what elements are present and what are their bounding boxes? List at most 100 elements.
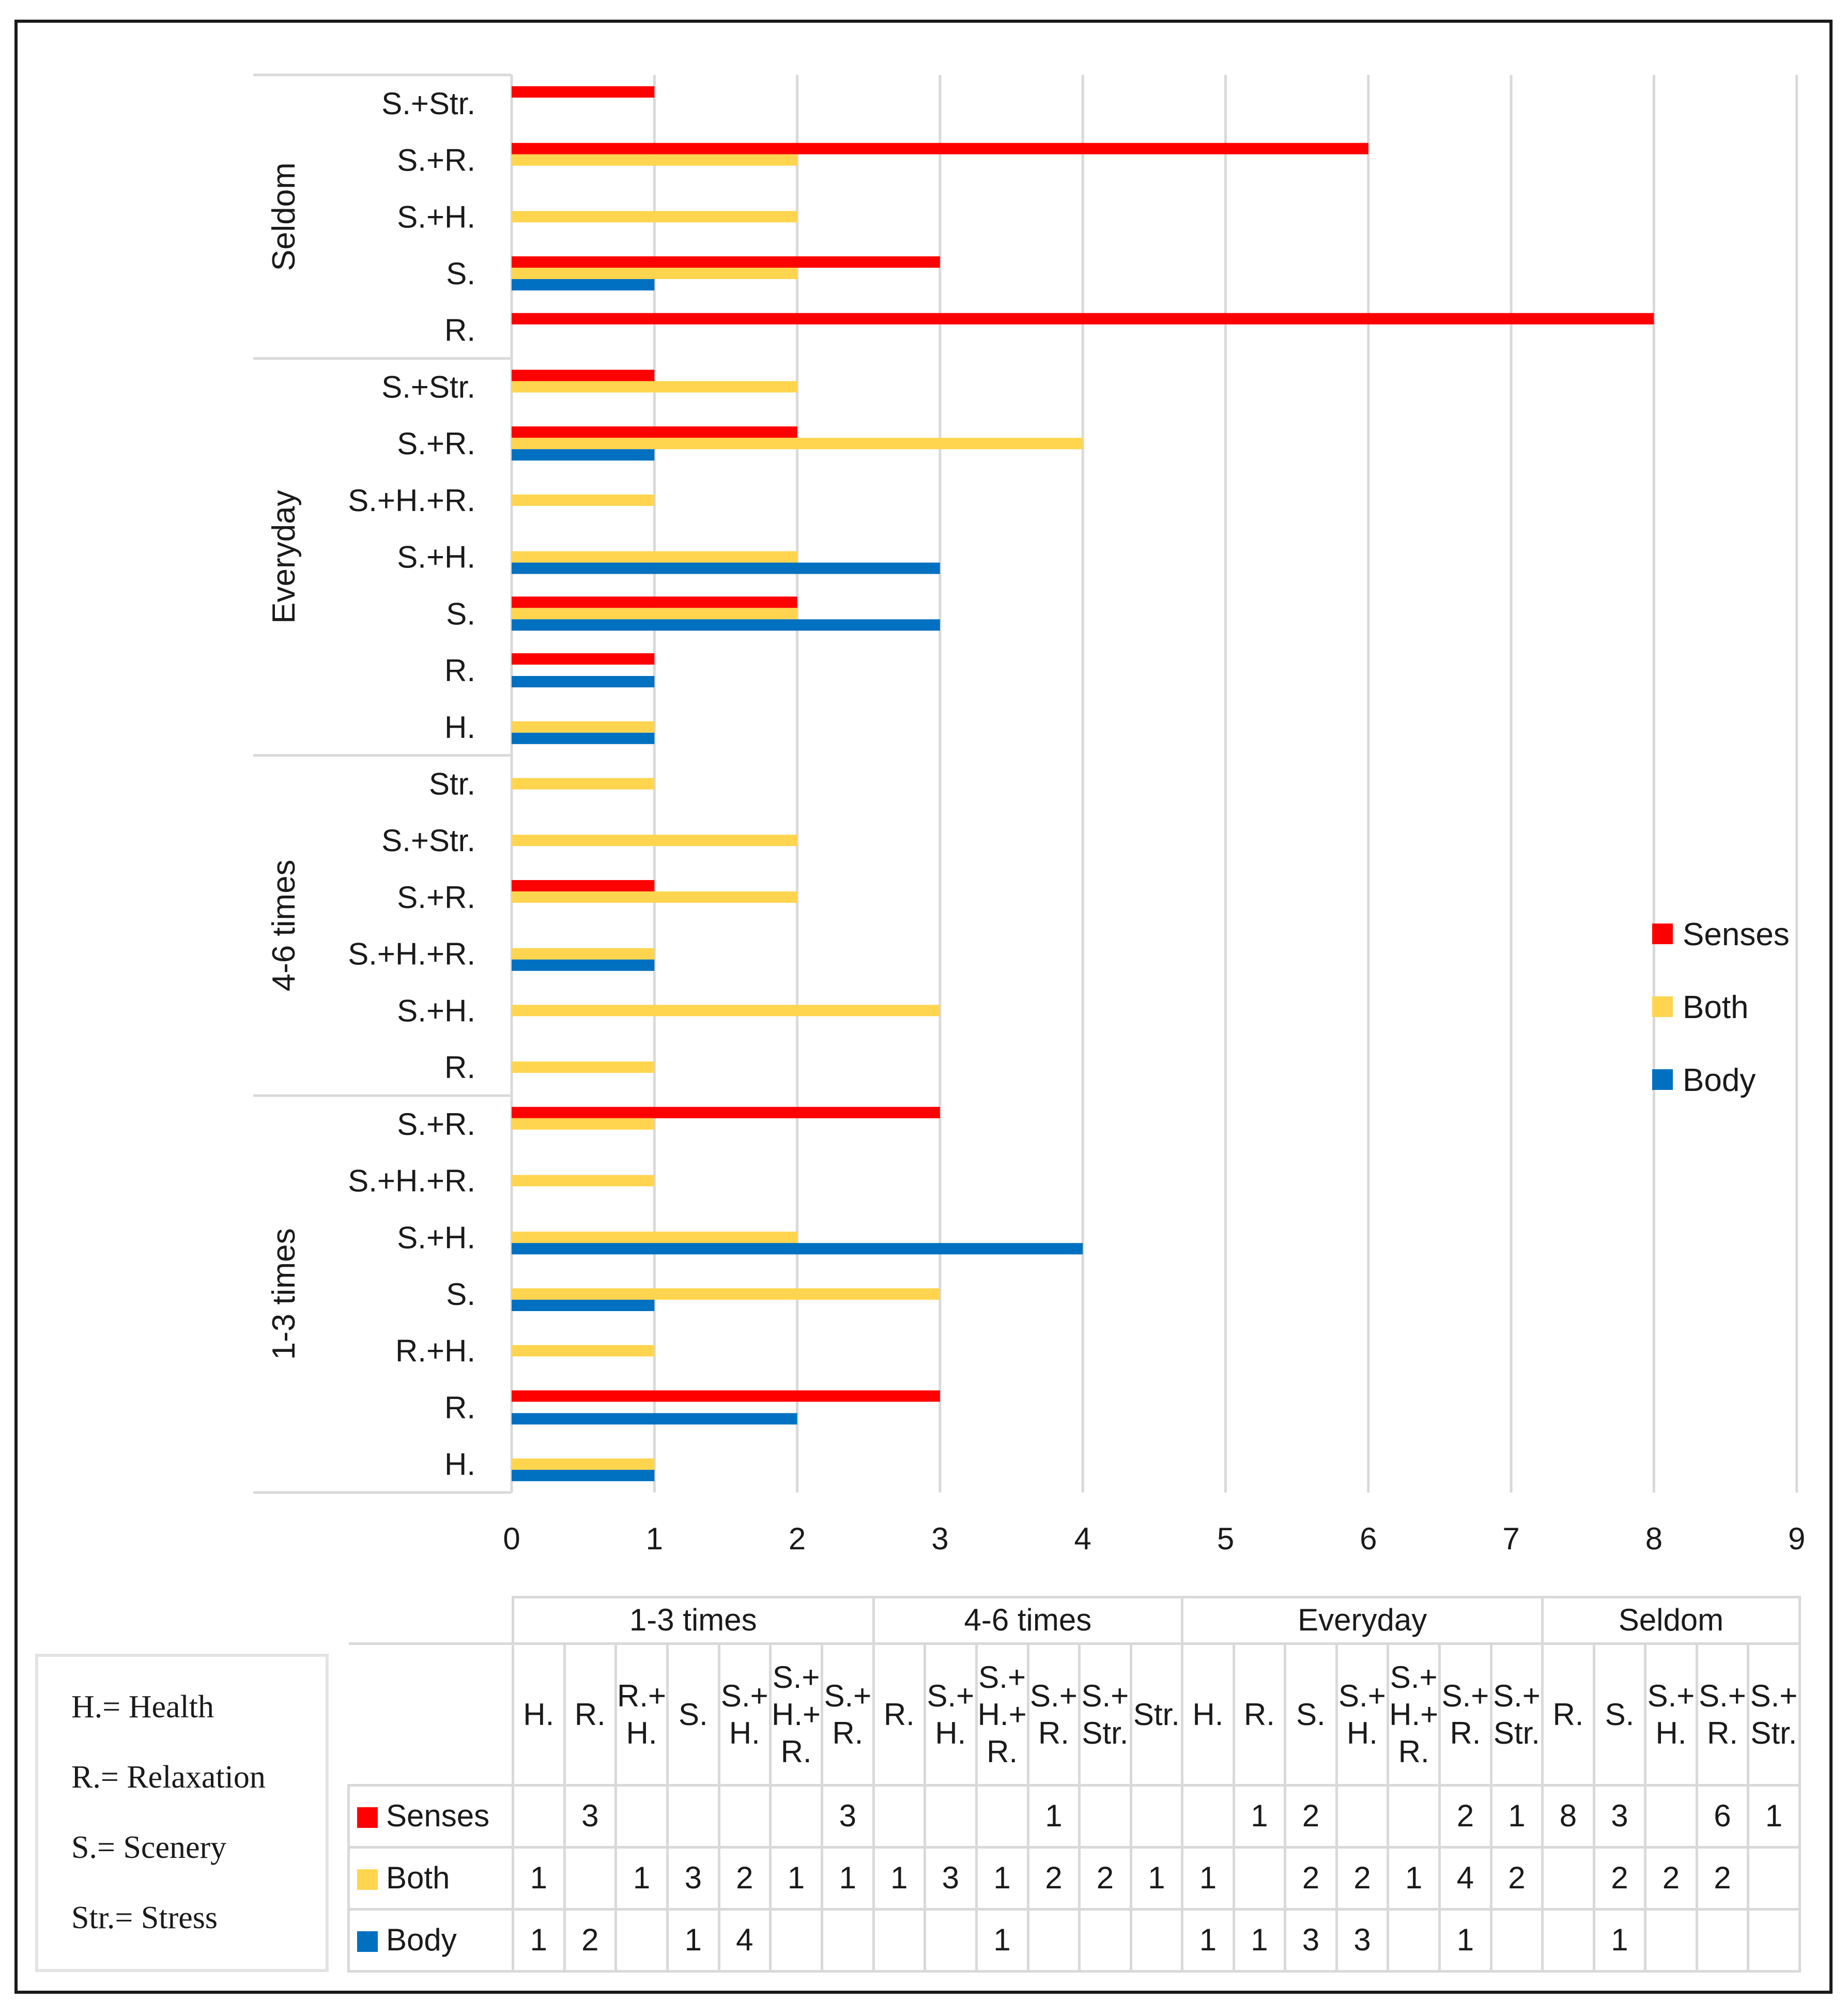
table-category-header: S.+ R.: [1026, 1642, 1081, 1787]
table-corner: [348, 1597, 514, 1645]
table-cell: [1387, 1784, 1441, 1849]
table-category-header: R.+ H.: [614, 1642, 669, 1787]
bar-body: [512, 562, 940, 574]
table-cell: 2: [1695, 1846, 1750, 1911]
table-cell: 2: [717, 1846, 772, 1911]
bar-both: [512, 494, 655, 506]
table-category-header: S.+ R.: [1438, 1642, 1492, 1787]
table-cell: [924, 1908, 978, 1973]
table-cell: 2: [1026, 1846, 1081, 1911]
bar-body: [512, 619, 940, 631]
legend-swatch-both: [1652, 996, 1673, 1017]
table-cell: 1: [1438, 1908, 1492, 1973]
bar-both: [512, 835, 797, 847]
table-category-header: R.: [1541, 1642, 1595, 1787]
category-label: S.+H.+R.: [348, 1164, 475, 1198]
table-category-header: S.+ H.+ R.: [975, 1642, 1029, 1787]
table-group-header: 4-6 times: [872, 1596, 1184, 1645]
table-cell: 1: [666, 1908, 720, 1973]
table-cell: 1: [614, 1846, 669, 1911]
figure-frame: [14, 20, 1833, 1994]
bar-body: [512, 449, 655, 461]
table-cell: 2: [563, 1908, 617, 1973]
x-tick-label: 3: [931, 1521, 948, 1556]
table-category-header: S.: [666, 1642, 720, 1787]
table-cell: 4: [717, 1908, 772, 1973]
table-cell: 1: [512, 1846, 566, 1911]
x-tick-label: 4: [1074, 1521, 1091, 1556]
category-label: S.+R.: [397, 880, 475, 915]
table-category-header: S.: [1592, 1642, 1647, 1787]
legend-swatch-body: [1652, 1069, 1673, 1090]
table-cell: 1: [1489, 1784, 1544, 1849]
bar-both: [512, 721, 655, 733]
category-label: S.: [446, 596, 475, 631]
bar-senses: [512, 653, 655, 665]
bar-both: [512, 1118, 655, 1130]
category-label: R.: [444, 1390, 475, 1425]
table-category-header: S.+ Str.: [1078, 1642, 1132, 1787]
bar-senses: [512, 1390, 940, 1402]
x-tick-label: 8: [1645, 1521, 1663, 1556]
table-cell: [769, 1908, 824, 1973]
bar-senses: [512, 596, 797, 608]
table-category-header: R.: [1232, 1642, 1287, 1787]
category-label: S.+H.: [397, 199, 475, 234]
category-label: S.: [446, 256, 475, 291]
table-swatch-body: [357, 1931, 378, 1952]
bar-body: [512, 1299, 655, 1311]
category-label: R.: [444, 1050, 475, 1085]
table-cell: 1: [1026, 1784, 1081, 1849]
table-cell: 3: [563, 1784, 617, 1849]
table-cell: 1: [1181, 1846, 1235, 1911]
bar-body: [512, 732, 655, 744]
table-cell: 1: [821, 1846, 875, 1911]
category-label: R.: [444, 653, 475, 688]
table-category-header: S.+ H.: [717, 1642, 772, 1787]
table-cell: [924, 1784, 978, 1849]
bar-both: [512, 778, 655, 790]
table-cell: 1: [1232, 1908, 1287, 1973]
x-tick-label: 0: [503, 1521, 520, 1556]
table-cell: [1387, 1908, 1441, 1973]
table-cell: [563, 1846, 617, 1911]
group-label: Seldom: [266, 162, 302, 271]
bar-both: [512, 1288, 940, 1300]
table-category-header: S.+ Str.: [1489, 1642, 1544, 1787]
group-label: Everyday: [266, 490, 302, 623]
category-label: S.+H.: [397, 993, 475, 1028]
bar-both: [512, 1345, 655, 1357]
table-category-header: S.+ R.: [821, 1642, 875, 1787]
table-cell: 8: [1541, 1784, 1595, 1849]
category-label: S.+H.+R.: [348, 483, 475, 518]
bar-both: [512, 154, 797, 166]
table-cell: 1: [512, 1908, 566, 1973]
table-category-header: S.+ H.+ R.: [1387, 1642, 1441, 1787]
table-cell: 2: [1284, 1846, 1338, 1911]
table-category-header: H.: [1181, 1642, 1235, 1787]
bar-senses: [512, 1106, 940, 1118]
table-cell: 1: [975, 1846, 1029, 1911]
table-cell: 2: [1592, 1846, 1647, 1911]
table-category-header: S.: [1284, 1642, 1338, 1787]
bar-body: [512, 676, 655, 688]
category-label: H.: [444, 1447, 475, 1482]
category-label: Str.: [429, 767, 475, 802]
bar-both: [512, 268, 797, 280]
table-cell: 1: [975, 1908, 1029, 1973]
table-cell: [821, 1908, 875, 1973]
table-cell: [975, 1784, 1029, 1849]
table-cell: 3: [666, 1846, 720, 1911]
table-cell: [512, 1784, 566, 1849]
x-tick-label: 9: [1788, 1521, 1805, 1556]
bar-body: [512, 959, 655, 971]
table-cell: [614, 1908, 669, 1973]
abbrev-scenery: S.= Scenery: [71, 1830, 227, 1865]
table-cell: [1129, 1784, 1184, 1849]
table-series-label: Body: [347, 1908, 514, 1973]
abbrev-stress: Str.= Stress: [71, 1900, 218, 1935]
table-category-header: H.: [512, 1642, 566, 1787]
table-cell: [717, 1784, 772, 1849]
bar-both: [512, 1232, 797, 1243]
table-cell: [1129, 1908, 1184, 1973]
